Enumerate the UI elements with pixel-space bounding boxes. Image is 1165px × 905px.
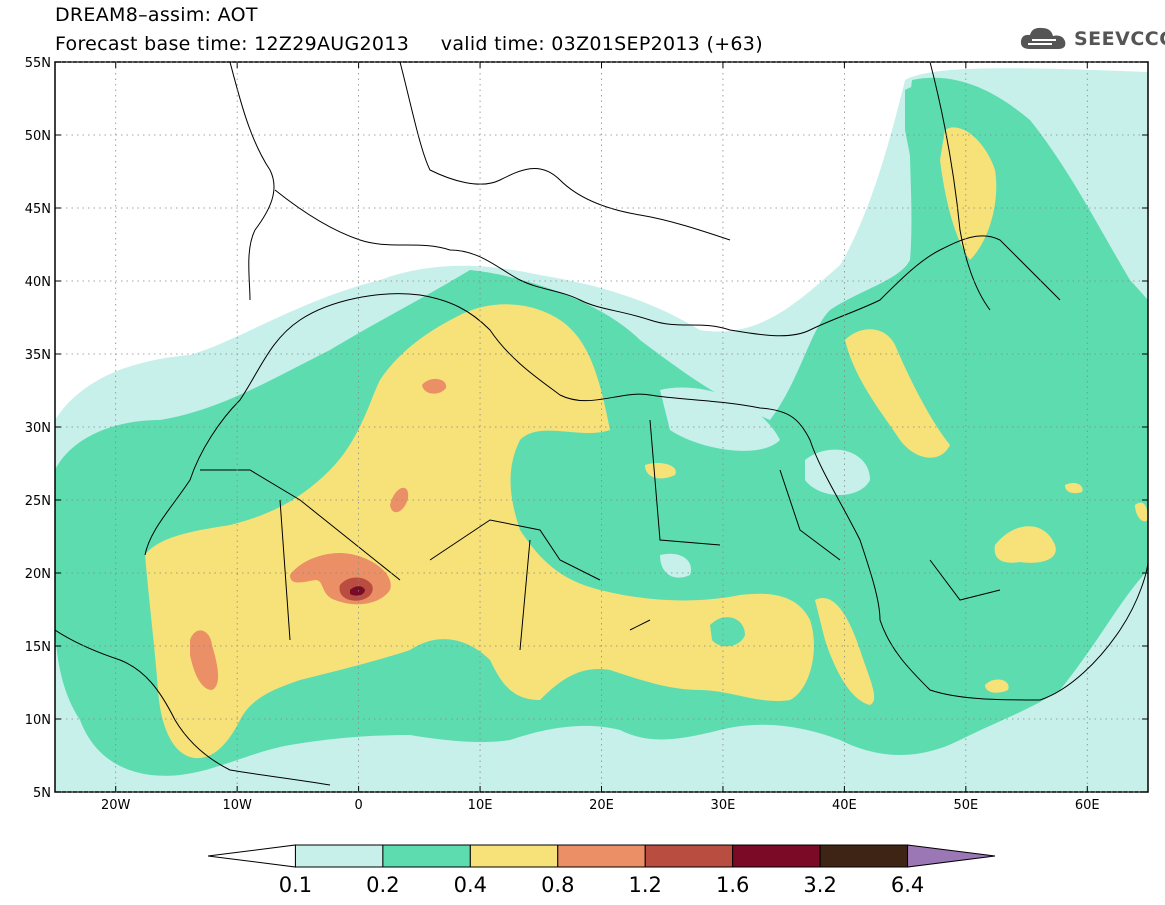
colorbar-segment xyxy=(907,844,996,868)
lon-tick-label: 60E xyxy=(1075,798,1100,813)
lon-tick-label: 50E xyxy=(953,798,978,813)
colorbar-segment xyxy=(732,844,821,868)
lat-tick-label: 55N xyxy=(25,56,51,71)
colorbar-segment xyxy=(557,844,646,868)
map-title: DREAM8–assim: AOT xyxy=(55,4,258,26)
lon-tick-label: 20E xyxy=(589,798,614,813)
lon-tick-label: 20W xyxy=(101,798,131,813)
colorbar-level-label: 3.2 xyxy=(803,873,836,897)
colorbar-level-label: 1.6 xyxy=(716,873,749,897)
graticule xyxy=(55,61,1148,793)
coastlines xyxy=(55,62,1148,786)
lon-tick-label: 30E xyxy=(711,798,736,813)
contour-level-6 xyxy=(350,586,365,596)
lon-tick-label: 0 xyxy=(354,798,362,813)
aot-field xyxy=(55,62,1148,792)
colorbar-segment xyxy=(382,844,471,868)
lat-tick-label: 25N xyxy=(25,494,51,509)
forecast-time-line: Forecast base time: 12Z29AUG2013 valid t… xyxy=(55,33,763,55)
lat-tick-label: 10N xyxy=(25,713,51,728)
colorbar-segment xyxy=(819,844,909,868)
lon-tick-label: 10E xyxy=(468,798,493,813)
longitude-labels: 20W 10W 0 10E 20E 30E 40E 50E 60E xyxy=(101,798,1100,813)
lat-tick-label: 45N xyxy=(25,202,51,217)
colorbar-level-label: 6.4 xyxy=(891,873,924,897)
colorbar-segment xyxy=(469,844,559,868)
lat-tick-label: 35N xyxy=(25,348,51,363)
cloud-icon xyxy=(1020,27,1066,49)
seevccc-logo: SEEVCCC xyxy=(1018,24,1165,54)
colorbar-level-label: 0.2 xyxy=(366,873,399,897)
colorbar-segment xyxy=(207,844,296,868)
colorbar-level-label: 0.4 xyxy=(454,873,487,897)
colorbar-level-label: 0.8 xyxy=(541,873,574,897)
lat-tick-label: 15N xyxy=(25,640,51,655)
colorbar-segment xyxy=(644,844,734,868)
lat-tick-label: 20N xyxy=(25,567,51,582)
latitude-labels: 55N 50N 45N 40N 35N 30N 25N 20N 15N 10N 5N xyxy=(25,56,51,801)
colorbar-level-label: 0.1 xyxy=(279,873,312,897)
colorbar-segment xyxy=(294,844,384,868)
logo-text: SEEVCCC xyxy=(1074,28,1165,50)
colorbar-level-label: 1.2 xyxy=(629,873,662,897)
lon-tick-label: 40E xyxy=(832,798,857,813)
colorbar-labels: 0.1 0.2 0.4 0.8 1.2 1.6 3.2 6.4 xyxy=(279,873,925,897)
lon-tick-label: 10W xyxy=(222,798,252,813)
lat-tick-label: 30N xyxy=(25,421,51,436)
lat-tick-label: 40N xyxy=(25,275,51,290)
colorbar xyxy=(207,844,996,868)
lat-tick-label: 50N xyxy=(25,129,51,144)
lat-tick-label: 5N xyxy=(33,786,51,801)
contour-level-3 xyxy=(145,304,814,759)
